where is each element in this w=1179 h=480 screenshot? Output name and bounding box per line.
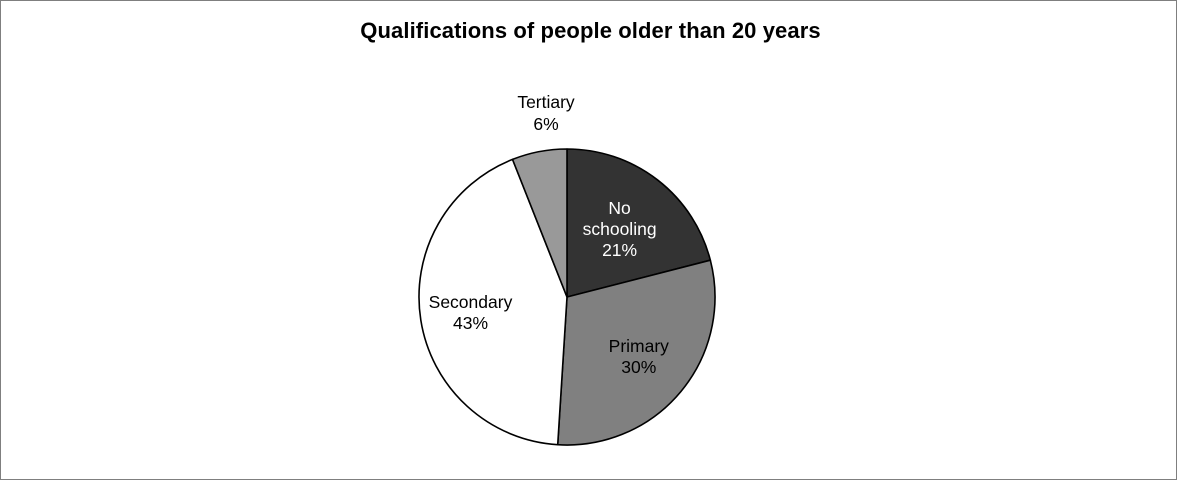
slice-category-label: Primary	[609, 336, 670, 356]
slice-category-label: Secondary	[429, 292, 513, 312]
slice-value-label: 43%	[453, 313, 488, 333]
slice-label-2: Secondary 43%	[429, 292, 513, 333]
chart-title: Qualifications of people older than 20 y…	[360, 18, 821, 43]
pie-slice-0	[566, 148, 712, 298]
slice-label-0: No schooling 21%	[583, 198, 657, 260]
slice-label-1: Primary 30%	[609, 336, 670, 377]
slice-value-label: 21%	[602, 240, 637, 260]
pie-slice-2	[418, 158, 568, 446]
slice-category-label: schooling	[583, 219, 657, 239]
slice-value-label: 30%	[621, 357, 656, 377]
slice-label-3: Tertiary 6%	[517, 92, 575, 134]
slice-category-label: Tertiary	[517, 92, 575, 112]
pie-slice-3	[511, 148, 568, 298]
pie-slice-1	[556, 259, 716, 446]
slice-category-label: No	[608, 198, 630, 218]
slice-value-label: 6%	[533, 114, 558, 134]
